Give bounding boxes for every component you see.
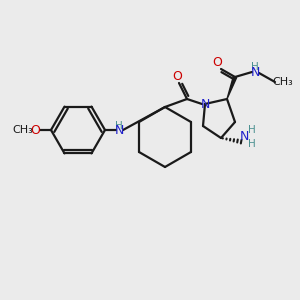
Text: O: O — [212, 56, 222, 70]
Text: H: H — [248, 125, 256, 135]
Text: H: H — [115, 121, 123, 131]
Text: O: O — [30, 124, 40, 136]
Polygon shape — [227, 76, 237, 99]
Text: CH₃: CH₃ — [273, 77, 293, 87]
Text: N: N — [200, 98, 210, 110]
Text: N: N — [114, 124, 124, 136]
Text: N: N — [239, 130, 249, 143]
Text: CH₃: CH₃ — [13, 125, 33, 135]
Text: N: N — [250, 65, 260, 79]
Text: H: H — [248, 139, 256, 149]
Text: O: O — [172, 70, 182, 83]
Text: H: H — [251, 62, 259, 72]
